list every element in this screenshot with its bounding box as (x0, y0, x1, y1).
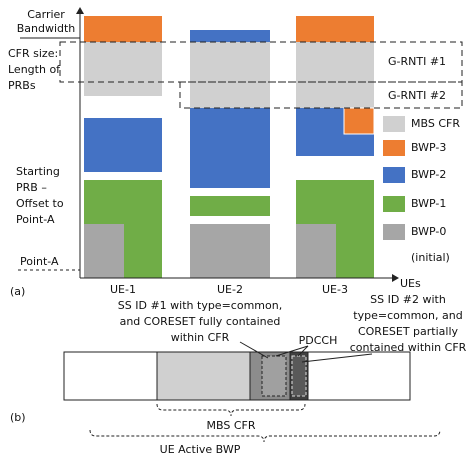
legend-label: BWP-2 (411, 168, 446, 181)
part-label: (b) (10, 411, 26, 424)
g-rnti-2-box (179, 81, 463, 109)
brace-label: UE Active BWP (160, 443, 241, 456)
text-line: Starting (16, 165, 60, 178)
legend-label: BWP-3 (411, 141, 446, 154)
legend-label: (initial) (411, 251, 450, 264)
brace-label: MBS CFR (207, 419, 256, 432)
text-line: Point-A (16, 213, 55, 226)
text-line: contained within CFR (350, 341, 467, 354)
text-line: CFR size: (8, 47, 58, 60)
text-line: SS ID #2 with (370, 293, 446, 306)
legend-label: BWP-0 (411, 225, 446, 238)
group-label: G-RNTI #1 (388, 55, 446, 68)
pdcch-label: PDCCH (299, 334, 338, 347)
group-label: G-RNTI #2 (388, 89, 446, 102)
legend-label: BWP-1 (411, 197, 446, 210)
pdcch-1 (261, 355, 287, 397)
brace (156, 403, 306, 417)
text-line: PRB – (16, 181, 47, 194)
text-line: Bandwidth (17, 22, 76, 35)
y-label: Point-A (20, 255, 59, 268)
text-line: type=common, and (353, 309, 462, 322)
text-line: and CORESET fully contained (120, 315, 281, 328)
text-line: Carrier (27, 8, 65, 21)
ue-2-blocks (190, 30, 270, 278)
pointer (297, 345, 309, 357)
column-label: UE-3 (322, 283, 348, 296)
ss-labels: SS ID #1 with type=common, and CORESET fu… (118, 293, 467, 354)
brace (89, 429, 441, 443)
text-line: Length of (8, 63, 61, 76)
x-axis-label: UEs (400, 277, 421, 290)
pointer (275, 345, 309, 357)
legend-label: MBS CFR (411, 117, 460, 130)
ue-3-blocks (296, 16, 375, 278)
pointer (239, 341, 269, 359)
text-line: PRBs (8, 79, 36, 92)
part-label: (a) (10, 285, 25, 298)
ue-1-blocks (84, 16, 162, 278)
text-line: SS ID #1 with type=common, (118, 299, 282, 312)
column-label: UE-1 (110, 283, 136, 296)
column-label: UE-2 (217, 283, 243, 296)
text-line: Offset to (16, 197, 64, 210)
text-line: within CFR (171, 331, 230, 344)
pdcch-2 (291, 355, 307, 397)
pointer (301, 353, 373, 363)
text-line: CORESET partially (358, 325, 459, 338)
legend: MBS CFR BWP-3 BWP-2 BWP-1 BWP-0 (initial… (383, 116, 460, 264)
